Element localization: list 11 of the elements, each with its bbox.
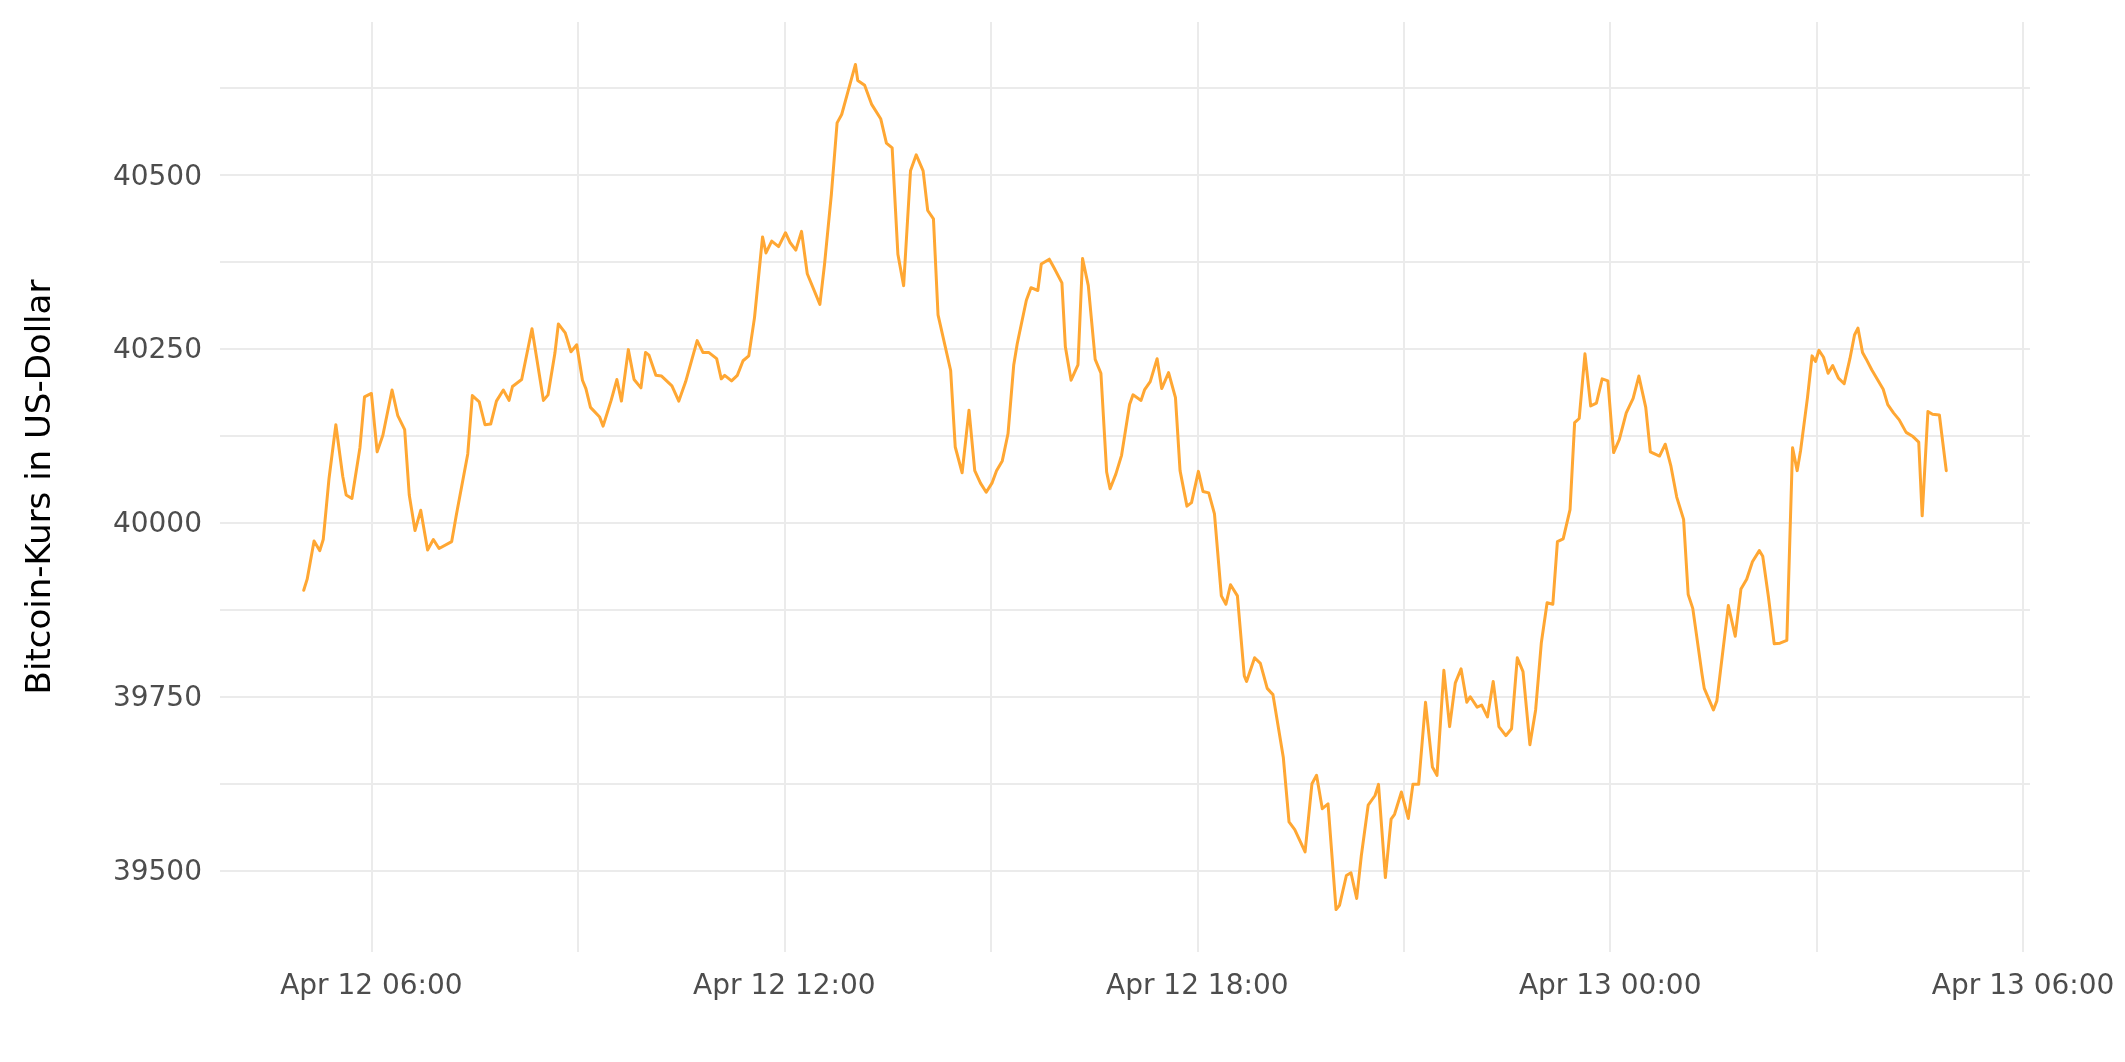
x-tick-label: Apr 12 12:00 <box>693 967 876 1001</box>
x-tick-label: Apr 12 18:00 <box>1105 967 1289 1001</box>
y-axis-title: Bitcoin-Kurs in US-Dollar <box>18 279 58 695</box>
y-tick-label: 40500 <box>112 158 202 192</box>
x-tick-label: Apr 13 00:00 <box>1518 967 1702 1001</box>
y-tick-label: 39750 <box>112 680 202 714</box>
x-tick-label: Apr 13 06:00 <box>1931 967 2115 1001</box>
y-tick-label: 40000 <box>112 506 202 540</box>
y-tick-label: 39500 <box>112 854 202 888</box>
y-tick-label: 40250 <box>112 332 202 366</box>
x-tick-label: Apr 12 06:00 <box>280 967 463 1001</box>
